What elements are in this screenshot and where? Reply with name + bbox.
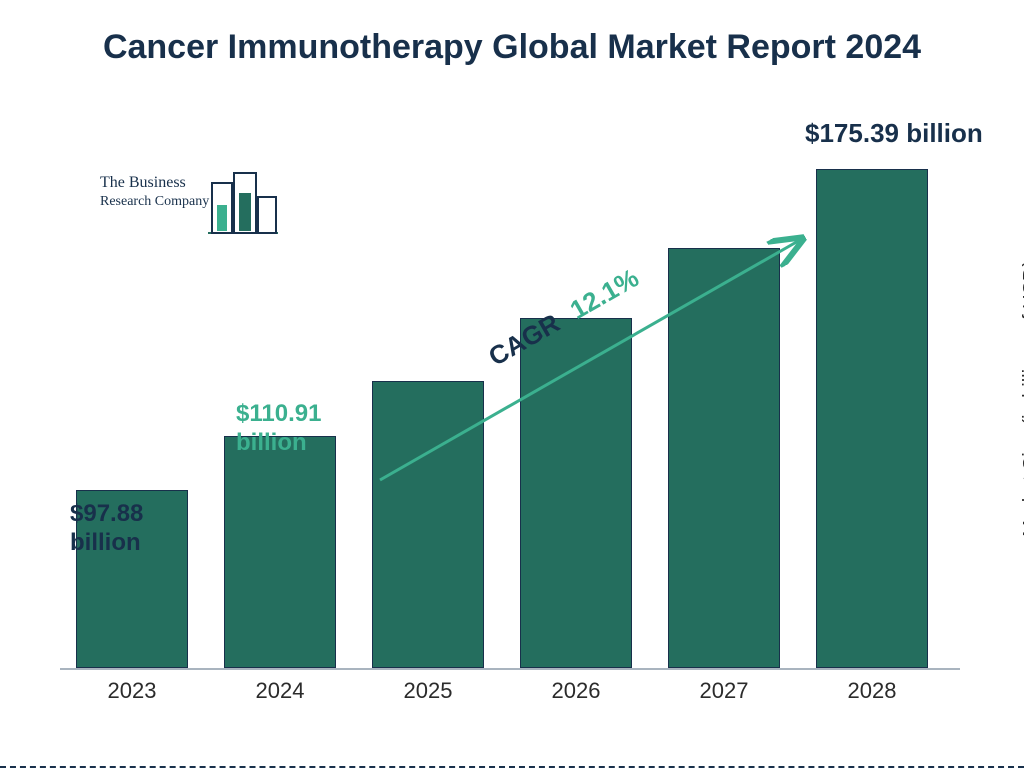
y-axis-label: Market Size (in billions of USD) bbox=[1020, 260, 1024, 537]
bar bbox=[520, 318, 632, 668]
x-tick-label: 2025 bbox=[372, 678, 484, 704]
value-label: $110.91 billion bbox=[236, 400, 376, 458]
value-label: $175.39 billion bbox=[805, 118, 1024, 149]
bar bbox=[224, 436, 336, 668]
chart-title: Cancer Immunotherapy Global Market Repor… bbox=[0, 28, 1024, 67]
x-axis-baseline bbox=[60, 668, 960, 670]
bar bbox=[668, 248, 780, 668]
x-tick-label: 2024 bbox=[224, 678, 336, 704]
cagr-value: 12.1% bbox=[565, 262, 644, 325]
x-tick-label: 2023 bbox=[76, 678, 188, 704]
x-tick-label: 2027 bbox=[668, 678, 780, 704]
bar-chart: 2023 2024 2025 2026 2027 2028 $97.88 billion $… bbox=[60, 150, 960, 710]
bar bbox=[816, 169, 928, 668]
value-label: $97.88 billion bbox=[70, 500, 200, 558]
bar bbox=[372, 381, 484, 668]
x-tick-label: 2028 bbox=[816, 678, 928, 704]
x-tick-label: 2026 bbox=[520, 678, 632, 704]
